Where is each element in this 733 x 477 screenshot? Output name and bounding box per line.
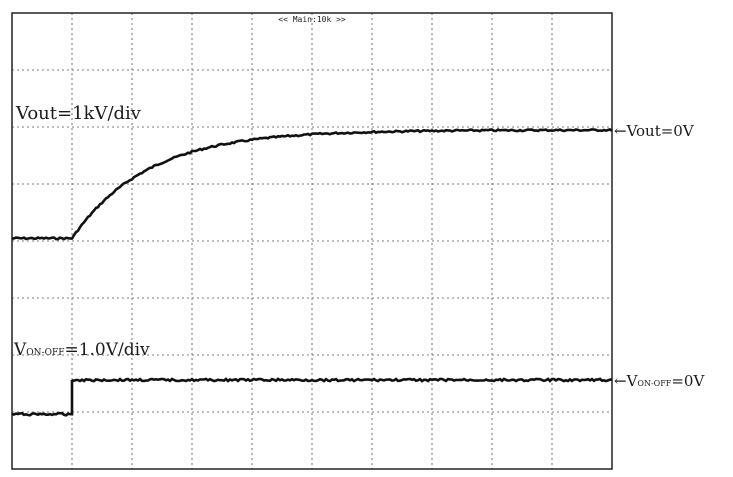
von-off-marker-sub: ON-OFF: [637, 379, 671, 388]
graticule-frame: [11, 12, 613, 470]
von-off-scale-v: V: [13, 340, 27, 360]
von-off-scale-rest: =1.0V/div: [64, 340, 150, 360]
von-off-trace: [11, 377, 613, 417]
vout-zero-marker: ←Vout=0V: [614, 122, 695, 140]
graticule: [12, 13, 612, 469]
von-off-zero-marker: ←VON-OFF=0V: [614, 372, 705, 390]
von-off-scale-sub: ON-OFF: [26, 348, 64, 358]
vout-trace: [11, 128, 613, 241]
timebase-header: << Main:10k >>: [278, 15, 346, 24]
von-off-scale-label: VON-OFF=1.0V/div: [13, 340, 150, 360]
vout-scale-label: Vout=1kV/div: [15, 103, 142, 124]
von-off-marker-rest: =0V: [671, 372, 705, 390]
von-off-marker-v: ←V: [614, 372, 639, 390]
